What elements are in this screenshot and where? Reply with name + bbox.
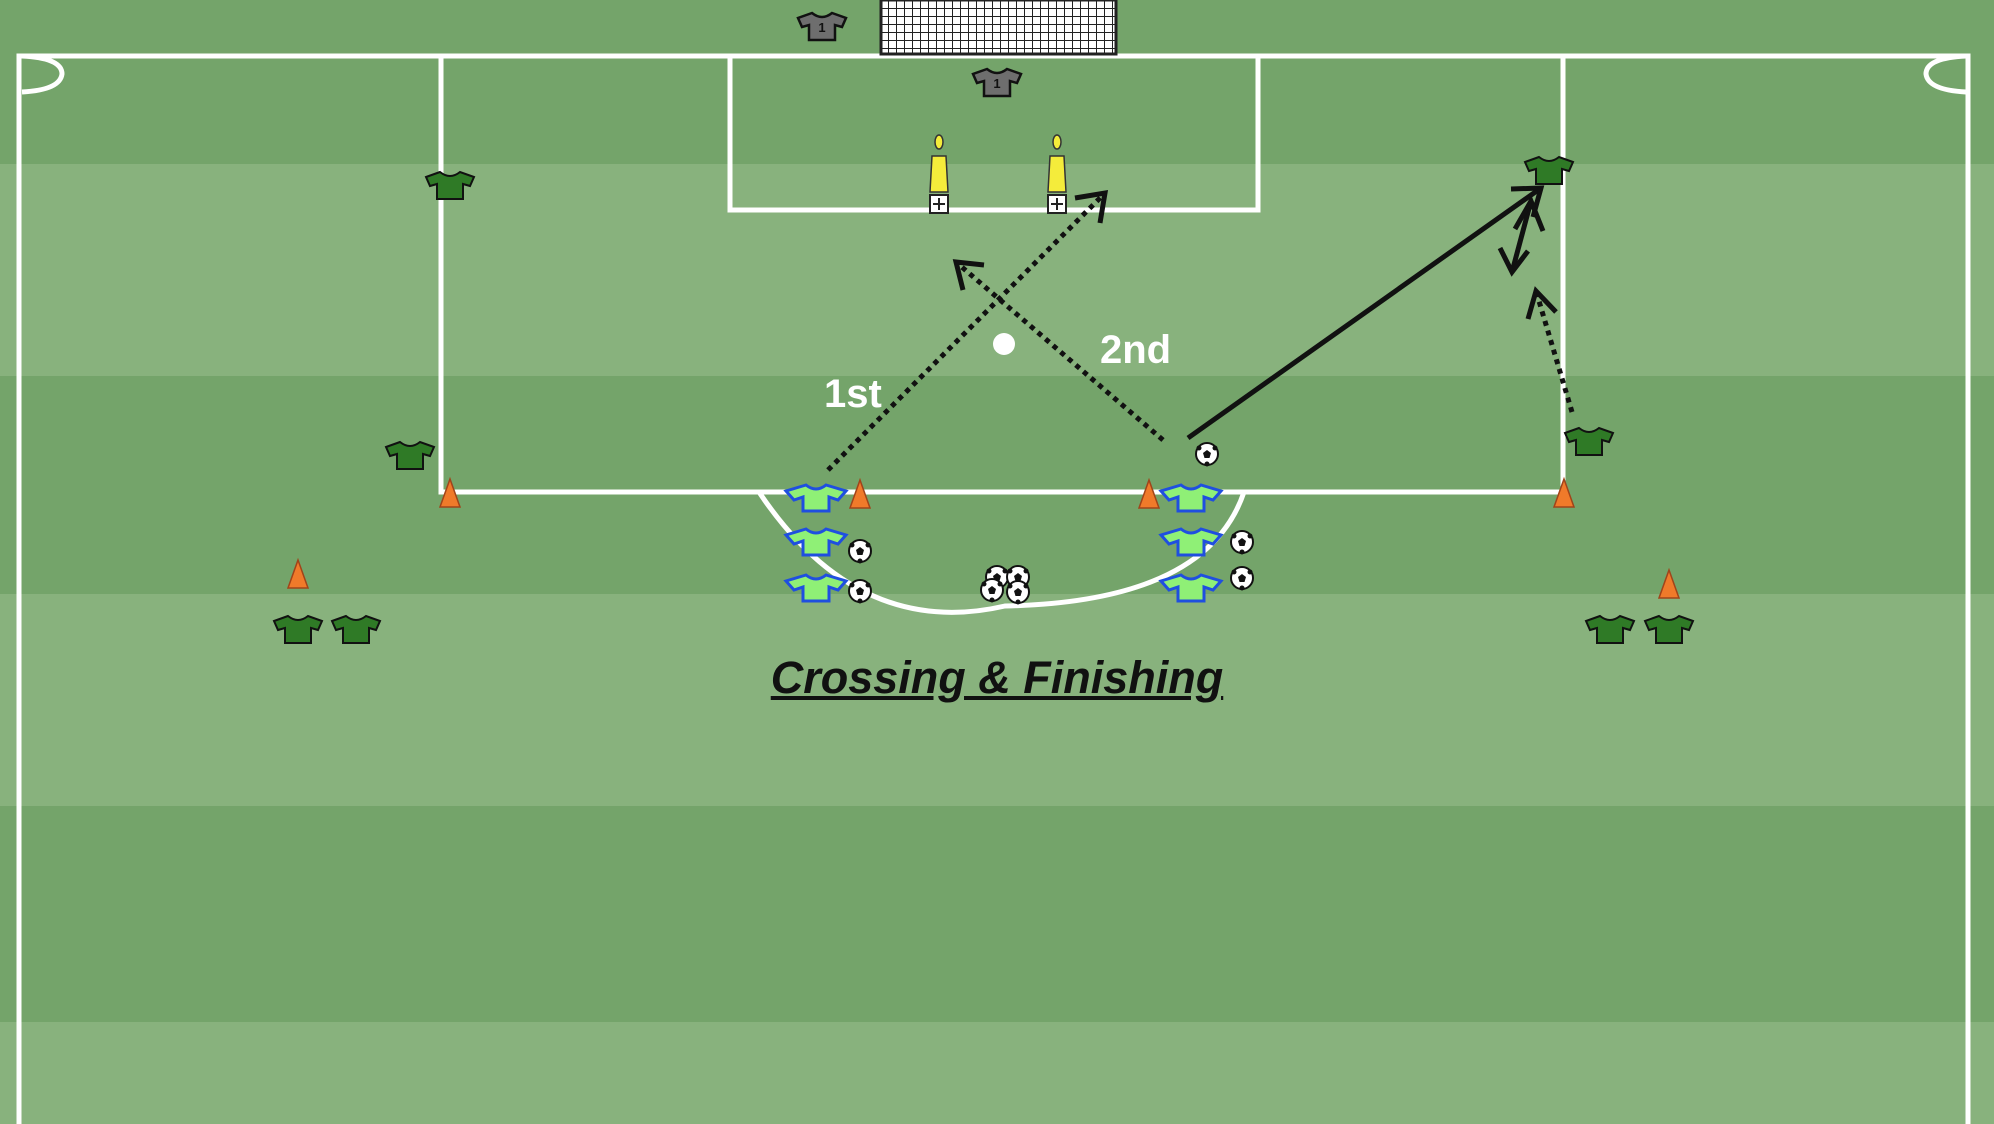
goalkeeper-shirt-icon: 1 bbox=[971, 67, 1023, 98]
wall-pass-path bbox=[1509, 200, 1534, 273]
cone-icon bbox=[438, 476, 462, 508]
mannequin-icon bbox=[1047, 134, 1067, 214]
arrowhead bbox=[1497, 246, 1530, 277]
soccer-ball-icon bbox=[1006, 580, 1030, 605]
cone-icon bbox=[286, 557, 310, 589]
arrowhead bbox=[1074, 189, 1109, 224]
soccer-ball-icon bbox=[1230, 530, 1254, 555]
corner-arc-right bbox=[1923, 53, 1967, 95]
diagram-title: Crossing & Finishing bbox=[770, 652, 1224, 703]
arrows bbox=[826, 185, 1575, 472]
cone-icon bbox=[1552, 476, 1576, 508]
soccer-ball-icon bbox=[848, 539, 872, 564]
pass-path bbox=[1186, 185, 1543, 441]
goalkeeper-shirt-icon: 1 bbox=[796, 11, 848, 42]
soccer-ball-icon bbox=[980, 578, 1004, 603]
arrowhead bbox=[1525, 286, 1558, 320]
goalkeeper-number: 1 bbox=[818, 20, 825, 35]
soccer-ball-icon bbox=[1195, 442, 1219, 467]
penalty-spot bbox=[993, 333, 1015, 355]
corner-arc-left bbox=[21, 53, 65, 95]
cone-icon bbox=[1137, 477, 1161, 509]
cone-icon bbox=[848, 477, 872, 509]
soccer-ball-icon bbox=[1230, 566, 1254, 591]
penalty-area bbox=[438, 56, 1566, 495]
goal-area bbox=[727, 56, 1261, 213]
pitch-lines bbox=[16, 53, 1971, 1124]
mannequin-icon bbox=[929, 134, 949, 214]
arrowhead bbox=[1512, 195, 1546, 232]
cone-icon bbox=[1657, 567, 1681, 599]
arrowhead bbox=[952, 259, 985, 291]
soccer-ball-icon bbox=[848, 579, 872, 604]
goalkeeper-number: 1 bbox=[993, 76, 1000, 91]
goal-net-icon bbox=[879, 0, 1118, 56]
label-first-run: 1st bbox=[824, 372, 882, 416]
ball-layer bbox=[848, 442, 1254, 605]
label-second-run: 2nd bbox=[1100, 328, 1172, 372]
run-path-wide bbox=[1533, 290, 1575, 413]
goal-line bbox=[16, 53, 1971, 1124]
